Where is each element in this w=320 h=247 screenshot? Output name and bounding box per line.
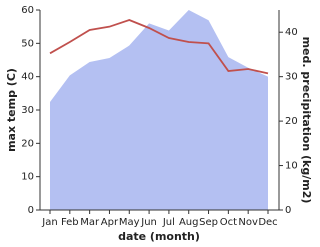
y-axis-label: max temp (C) <box>5 68 18 152</box>
x-axis-label: date (month) <box>118 230 200 243</box>
x-tick-label: Sep <box>199 217 218 228</box>
precipitation-area <box>50 10 268 210</box>
y-tick-label: 20 <box>21 138 34 149</box>
y-tick-label: 10 <box>21 172 34 183</box>
y-tick-label: 40 <box>21 72 34 83</box>
x-tick-label: Apr <box>101 217 119 228</box>
x-tick-label: Dec <box>258 217 277 228</box>
y2-tick-label: 30 <box>285 72 298 83</box>
x-tick-label: Feb <box>61 217 79 228</box>
x-tick-label: Jun <box>140 217 157 228</box>
y-tick-label: 30 <box>21 105 34 116</box>
y-tick-label: 0 <box>28 205 34 216</box>
x-tick-label: Aug <box>179 217 199 228</box>
x-tick-label: Nov <box>238 217 258 228</box>
x-tick-label: Jan <box>41 217 57 228</box>
x-tick-label: Jul <box>162 217 175 228</box>
temperature-line <box>49 19 269 75</box>
x-tick-label: May <box>119 217 140 228</box>
y2-tick-label: 10 <box>285 161 298 172</box>
x-tick-label: Mar <box>80 217 100 228</box>
y-tick-label: 60 <box>21 5 34 16</box>
y2-tick-label: 0 <box>285 205 291 216</box>
y2-tick-label: 40 <box>285 27 298 38</box>
x-tick-label: Oct <box>220 217 237 228</box>
y2-tick-label: 20 <box>285 116 298 127</box>
y2-axis-label: med. precipitation (kg/m2) <box>300 37 313 204</box>
y-tick-label: 50 <box>21 38 34 49</box>
